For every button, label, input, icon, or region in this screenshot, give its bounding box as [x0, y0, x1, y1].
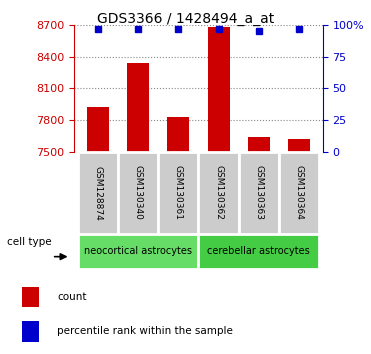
Bar: [127, 63, 150, 152]
Text: cell type: cell type: [7, 238, 52, 247]
Bar: [87, 107, 109, 152]
Text: cerebellar astrocytes: cerebellar astrocytes: [207, 246, 310, 256]
Text: count: count: [57, 292, 87, 302]
Text: GDS3366 / 1428494_a_at: GDS3366 / 1428494_a_at: [97, 12, 274, 27]
Text: GSM130362: GSM130362: [214, 165, 223, 221]
Bar: [247, 137, 270, 152]
Text: percentile rank within the sample: percentile rank within the sample: [57, 326, 233, 336]
Text: GSM130363: GSM130363: [254, 165, 263, 221]
FancyBboxPatch shape: [239, 152, 279, 234]
FancyBboxPatch shape: [118, 152, 158, 234]
Bar: [167, 117, 190, 152]
Bar: [288, 139, 310, 152]
FancyBboxPatch shape: [279, 152, 319, 234]
Text: GSM130361: GSM130361: [174, 165, 183, 221]
FancyBboxPatch shape: [158, 152, 198, 234]
Text: neocortical astrocytes: neocortical astrocytes: [84, 246, 192, 256]
Text: GSM130364: GSM130364: [294, 165, 303, 221]
FancyBboxPatch shape: [78, 152, 118, 234]
Bar: [22, 286, 39, 307]
FancyBboxPatch shape: [198, 234, 319, 269]
Bar: [207, 27, 230, 152]
Bar: [22, 321, 39, 342]
FancyBboxPatch shape: [198, 152, 239, 234]
Text: GSM128874: GSM128874: [94, 166, 103, 220]
Text: GSM130340: GSM130340: [134, 165, 143, 221]
FancyBboxPatch shape: [78, 234, 198, 269]
